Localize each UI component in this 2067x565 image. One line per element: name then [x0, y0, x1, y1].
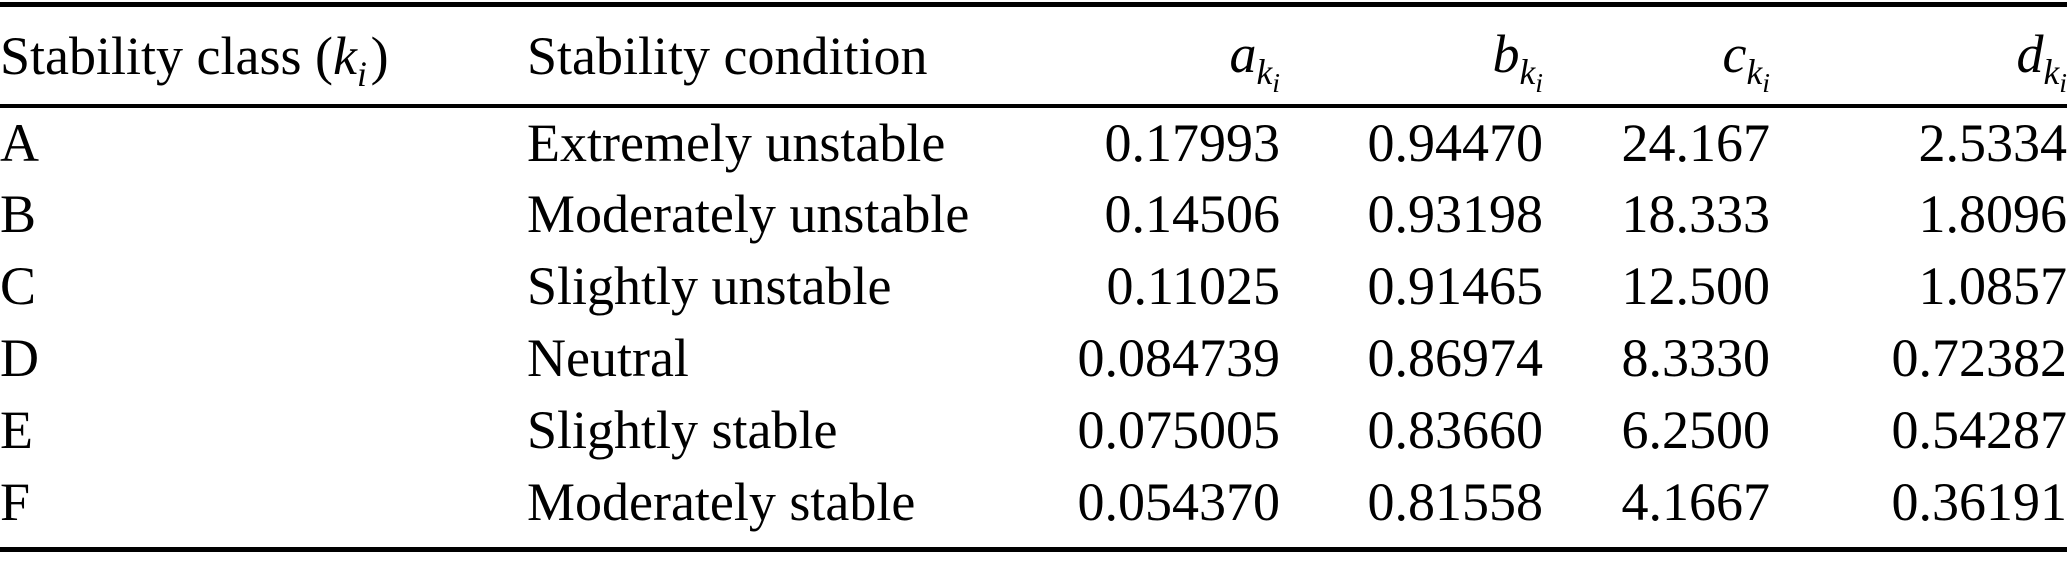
- param-b-cell: 0.93198: [1367, 184, 1544, 244]
- condition-cell: Slightly unstable: [527, 256, 892, 316]
- condition-cell: Moderately stable: [527, 472, 916, 532]
- math-var-k: k: [332, 25, 357, 86]
- param-c-cell: 12.500: [1621, 256, 1771, 316]
- param-b-cell: 0.81558: [1367, 472, 1544, 532]
- table-row: D Neutral 0.084739 0.86974 8.3330 0.7238…: [0, 322, 2067, 394]
- stability-class-cell: C: [0, 256, 37, 316]
- param-b-cell: 0.91465: [1367, 256, 1544, 316]
- math-subsub-i: i: [1535, 67, 1543, 99]
- condition-cell: Extremely unstable: [527, 113, 946, 173]
- param-d-cell: 0.54287: [1891, 400, 2067, 460]
- param-c-cell: 8.3330: [1621, 328, 1771, 388]
- col-header-stability-class: Stability class (ki): [0, 7, 527, 108]
- table-row: F Moderately stable 0.054370 0.81558 4.1…: [0, 466, 2067, 538]
- col-header-a: aki: [1060, 7, 1280, 108]
- col-header-b: bki: [1280, 7, 1543, 108]
- param-a-cell: 0.084739: [1077, 328, 1281, 388]
- math-sub-i: i: [356, 53, 367, 94]
- math-var-d: d: [2016, 24, 2044, 85]
- condition-cell: Slightly stable: [527, 400, 838, 460]
- stability-class-cell: F: [0, 472, 31, 532]
- math-sub-k: k: [2043, 51, 2060, 92]
- param-c-cell: 24.167: [1621, 113, 1771, 173]
- stability-parameters-table: Stability class (ki) Stability condition…: [0, 7, 2067, 538]
- math-subsub-i: i: [2059, 67, 2067, 99]
- param-b-cell: 0.94470: [1367, 113, 1544, 173]
- stability-class-cell: E: [0, 400, 33, 460]
- math-subsub-i: i: [1272, 67, 1280, 99]
- param-d-cell: 1.0857: [1918, 256, 2067, 316]
- stability-class-cell: A: [0, 113, 39, 173]
- header-row: Stability class (ki) Stability condition…: [0, 7, 2067, 108]
- param-a-cell: 0.11025: [1106, 256, 1281, 316]
- col-header-c: cki: [1543, 7, 1770, 108]
- param-a-cell: 0.14506: [1104, 184, 1281, 244]
- param-c-cell: 6.2500: [1621, 400, 1771, 460]
- param-c-cell: 18.333: [1621, 184, 1771, 244]
- table-row: B Moderately unstable 0.14506 0.93198 18…: [0, 178, 2067, 250]
- stability-class-cell: B: [0, 184, 37, 244]
- param-a-cell: 0.17993: [1104, 113, 1281, 173]
- col-header-d: dki: [1770, 7, 2067, 108]
- col-header-stability-condition: Stability condition: [527, 7, 1060, 108]
- math-sub-k: k: [1746, 51, 1763, 92]
- math-sub-k: k: [1256, 51, 1273, 92]
- param-b-cell: 0.86974: [1367, 328, 1544, 388]
- param-d-cell: 0.72382: [1891, 328, 2067, 388]
- condition-cell: Moderately unstable: [527, 184, 970, 244]
- param-d-cell: 0.36191: [1891, 472, 2067, 532]
- table-row: A Extremely unstable 0.17993 0.94470 24.…: [0, 106, 2067, 178]
- stability-class-cell: D: [0, 328, 39, 388]
- param-d-cell: 1.8096: [1918, 184, 2067, 244]
- header-text: Stability class (: [0, 25, 333, 86]
- math-var-b: b: [1492, 24, 1520, 85]
- paper-table-region: Stability class (ki) Stability condition…: [0, 2, 2067, 552]
- param-d-cell: 2.5334: [1918, 113, 2067, 173]
- math-sub-k: k: [1519, 51, 1536, 92]
- math-var-a: a: [1229, 24, 1257, 85]
- condition-cell: Neutral: [527, 328, 689, 388]
- table-row: E Slightly stable 0.075005 0.83660 6.250…: [0, 394, 2067, 466]
- table-row: C Slightly unstable 0.11025 0.91465 12.5…: [0, 250, 2067, 322]
- math-var-c: c: [1722, 24, 1747, 85]
- math-subsub-i: i: [1762, 67, 1770, 99]
- param-c-cell: 4.1667: [1621, 472, 1771, 532]
- param-a-cell: 0.054370: [1077, 472, 1281, 532]
- param-b-cell: 0.83660: [1367, 400, 1544, 460]
- param-a-cell: 0.075005: [1077, 400, 1281, 460]
- close-paren: ): [370, 25, 389, 86]
